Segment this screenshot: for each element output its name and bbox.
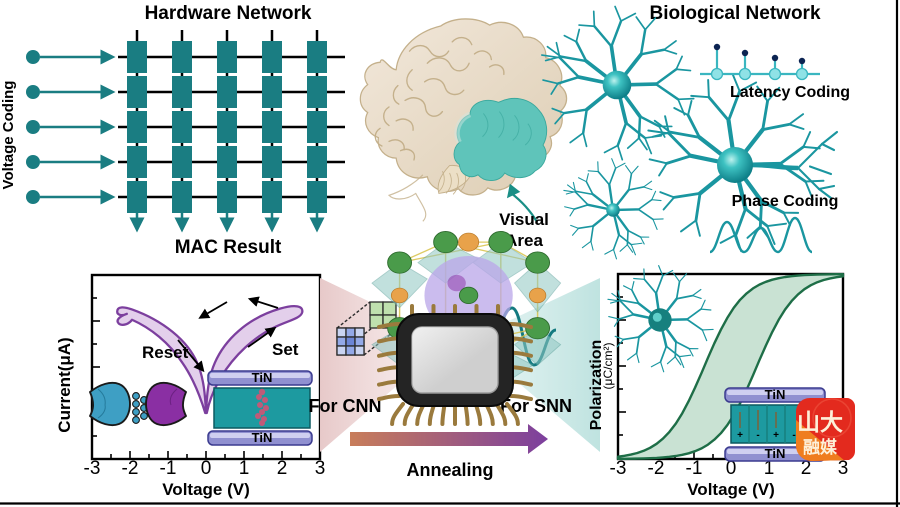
svg-text:-2: -2 [122,458,139,479]
svg-text:-1: -1 [160,458,177,479]
svg-text:融媒: 融媒 [803,437,838,457]
svg-text:TiN: TiN [252,430,273,445]
svg-text:MAC Result: MAC Result [175,237,282,258]
svg-text:+: + [773,430,779,441]
svg-text:-: - [756,430,759,441]
svg-text:Set: Set [272,340,299,359]
svg-text:山大: 山大 [797,409,843,435]
svg-text:+: + [737,430,743,441]
svg-text:-3: -3 [610,458,627,479]
svg-text:Voltage Coding: Voltage Coding [0,81,17,190]
svg-text:Voltage (V): Voltage (V) [687,480,775,499]
svg-text:3: 3 [838,458,849,479]
svg-text:Biological Network: Biological Network [649,3,820,24]
svg-text:TiN: TiN [765,387,786,402]
svg-text:3: 3 [315,458,326,479]
svg-text:Visual: Visual [499,210,549,229]
svg-text:For CNN: For CNN [309,396,382,416]
svg-text:TiN: TiN [252,370,273,385]
svg-text:Phase Coding: Phase Coding [732,193,839,210]
svg-text:Annealing: Annealing [406,460,493,480]
svg-text:-3: -3 [84,458,101,479]
svg-text:Voltage (V): Voltage (V) [162,480,250,499]
svg-text:-: - [792,430,795,441]
svg-text:2: 2 [277,458,288,479]
svg-text:1: 1 [239,458,250,479]
svg-text:TiN: TiN [765,446,786,461]
svg-text:-2: -2 [648,458,665,479]
svg-text:Current(μA): Current(μA) [55,337,74,432]
svg-text:(μC/cm²): (μC/cm²) [601,343,615,390]
svg-text:-1: -1 [686,458,703,479]
svg-text:Latency Coding: Latency Coding [730,84,850,101]
svg-text:Hardware Network: Hardware Network [145,3,312,24]
svg-text:0: 0 [201,458,212,479]
